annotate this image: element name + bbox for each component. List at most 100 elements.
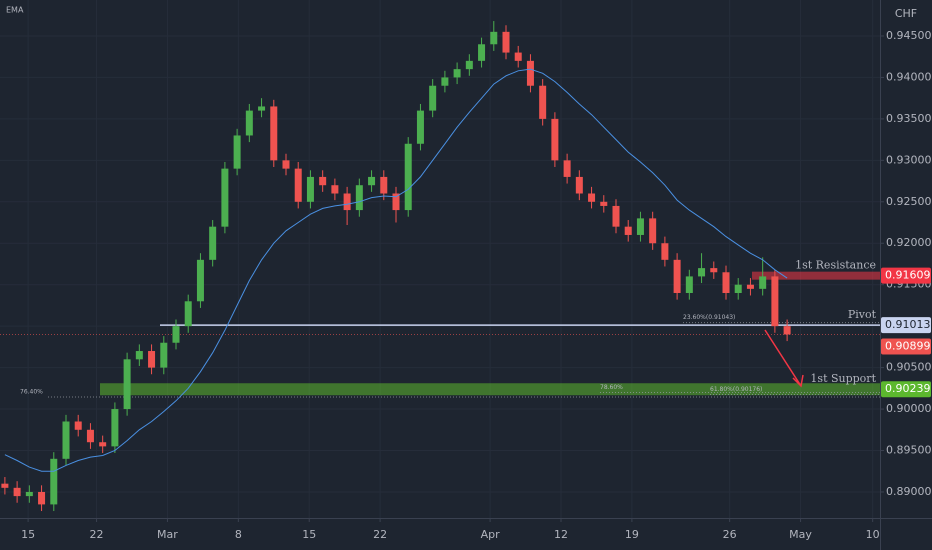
x-tick-label: 19 — [625, 528, 639, 541]
candle-body — [490, 31, 498, 45]
x-tick-label: 12 — [554, 528, 568, 541]
candle-body — [759, 276, 767, 289]
x-tick-label: Apr — [481, 528, 501, 541]
candle-body — [636, 218, 644, 235]
candle-body — [160, 342, 168, 368]
x-tick-label: 10 — [866, 528, 880, 541]
price-label: 0.91013 — [885, 318, 931, 331]
candle-body — [441, 77, 449, 86]
candle-body — [38, 491, 46, 505]
price-box — [881, 381, 931, 398]
y-tick-label: 0.89000 — [886, 485, 932, 498]
candle-body — [123, 359, 131, 410]
candle-body — [380, 176, 388, 194]
level-name: 1st Support — [810, 372, 876, 385]
candle-body — [172, 326, 180, 343]
y-tick-label: 0.89500 — [886, 444, 932, 457]
candle-body — [245, 110, 253, 136]
x-tick-label: May — [789, 528, 812, 541]
candle-body — [710, 268, 718, 273]
candle-body — [563, 160, 571, 177]
candle-body — [221, 168, 229, 227]
y-tick-label: 0.94500 — [886, 29, 932, 42]
candle-body — [429, 85, 437, 111]
candle-body — [771, 276, 779, 327]
x-tick-label: 26 — [723, 528, 737, 541]
candle-body — [502, 31, 510, 53]
x-tick-label: 15 — [21, 528, 35, 541]
price-box — [881, 317, 931, 334]
candle-body — [600, 201, 608, 206]
candle-body — [453, 69, 461, 78]
candle-body — [184, 301, 192, 327]
candle-body — [196, 259, 204, 302]
candle-body — [661, 243, 669, 260]
candle-body — [722, 272, 730, 293]
candle-body — [233, 135, 241, 169]
candle-body — [111, 409, 119, 447]
y-tick-label: 0.93000 — [886, 153, 932, 166]
candle-body — [331, 185, 339, 194]
y-tick-label: 0.94000 — [886, 70, 932, 83]
candle-body — [282, 160, 290, 169]
candle-body — [392, 193, 400, 211]
candle-body — [783, 326, 791, 335]
ema-line — [4, 68, 788, 472]
candle-body — [74, 421, 82, 430]
y-tick-label: 0.90000 — [886, 402, 932, 415]
candle-body — [148, 351, 156, 368]
candle-body — [551, 118, 559, 161]
candle-body — [588, 193, 596, 202]
candle-body — [13, 487, 21, 497]
price-box — [881, 267, 931, 284]
fib-label: 78.60% — [600, 384, 623, 391]
candle-body — [209, 226, 217, 260]
candle-body — [368, 176, 376, 186]
fib-label: 76.40% — [20, 389, 43, 396]
y-tick-label: 0.92500 — [886, 195, 932, 208]
candle-body — [673, 259, 681, 293]
level-name: Pivot — [848, 308, 877, 321]
candle-body — [734, 284, 742, 293]
indicator-label: EMA — [6, 6, 24, 15]
candle-body — [649, 218, 657, 244]
candle-body — [99, 442, 107, 447]
x-tick-label: Mar — [157, 528, 178, 541]
price-label: 0.91609 — [885, 269, 931, 282]
x-tick-label: 15 — [302, 528, 316, 541]
price-box — [881, 338, 931, 355]
candle-body — [514, 52, 522, 61]
level-zone — [100, 383, 880, 396]
candle-body — [343, 193, 351, 211]
candle-body — [624, 226, 632, 235]
level-zone — [752, 271, 880, 280]
candle-body — [270, 106, 278, 161]
candle-body — [258, 106, 266, 111]
candle-body — [62, 421, 70, 459]
y-tick-label: 0.93500 — [886, 112, 932, 125]
y-tick-label: 0.92000 — [886, 236, 932, 249]
candle-body — [355, 185, 363, 211]
candle-body — [25, 491, 33, 497]
candle-body — [478, 44, 486, 61]
candle-body — [319, 176, 327, 186]
arrow — [764, 329, 804, 388]
candle-body — [465, 60, 473, 70]
x-tick-label: 22 — [90, 528, 104, 541]
candle-body — [698, 268, 706, 277]
fib-label: 23.60%(0.91043) — [683, 314, 735, 321]
candle-body — [306, 176, 314, 202]
candle-body — [575, 176, 583, 194]
price-label: 0.90899 — [885, 340, 931, 353]
candle-body — [135, 351, 143, 360]
candle-body — [746, 284, 754, 289]
candle-body — [404, 143, 412, 211]
candle-body — [416, 110, 424, 144]
candle-body — [612, 205, 620, 227]
candle-body — [294, 168, 302, 202]
candle-body — [1, 483, 9, 488]
candle-body — [685, 276, 693, 293]
price-label: 0.90239 — [885, 382, 931, 395]
x-tick-label: 8 — [235, 528, 242, 541]
